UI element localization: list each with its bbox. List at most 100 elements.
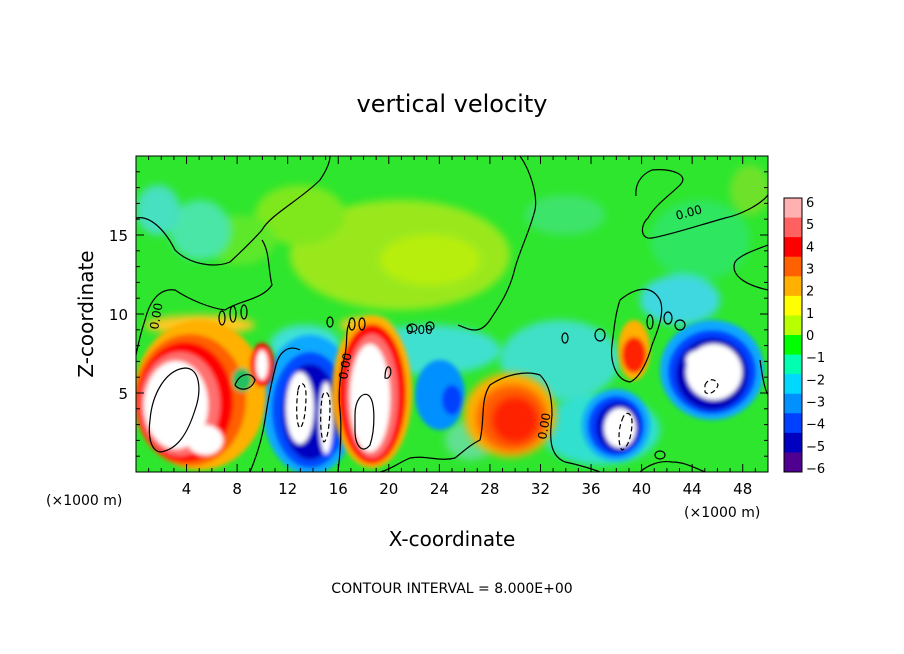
colorbar-tick-label: 5 [806,218,814,233]
negative-contour [296,383,307,429]
x-axis-label: X-coordinate [389,527,516,551]
colorbar-swatch [784,237,802,258]
contour-blob [358,317,366,331]
x-tick-label: 48 [733,480,752,498]
colorbar-swatch [784,198,802,219]
contour-blob [646,314,654,330]
field-patch [525,195,605,235]
field-patch [380,235,480,285]
field-patch [650,200,750,280]
x-tick-label: 44 [683,480,702,498]
colorbar-tick-label: −6 [806,462,825,477]
colorbar-swatch [784,432,802,453]
colorbar-tick-label: 3 [806,263,814,278]
x-tick-label: 24 [430,480,449,498]
colorbar-swatch [784,217,802,238]
colorbar-swatch [784,374,802,395]
colorbar: 6 5 4 3 2 1 0 −1 −2 −3 −4 −5 −6 [783,196,825,477]
negative-contour [704,379,719,395]
colorbar-tick-label: 1 [806,307,814,322]
colorbar-swatch [784,256,802,277]
positive-contour [354,393,375,450]
colorbar-swatch [784,413,802,434]
positive-contour [148,367,200,453]
colorbar-tick-label: 2 [806,285,814,300]
colorbar-tick-label: −4 [806,418,825,433]
contour-label: 0.00 [406,323,433,337]
colorbar-tick-label: −5 [806,440,825,455]
field-patch [136,185,180,235]
contour-blob [348,317,356,331]
contour-label: 0.00 [336,352,354,381]
contour-blob [240,304,248,320]
contour-labels: 0.00 0.00 0.00 0.00 0.00 [147,202,703,440]
field-patch [286,372,314,444]
field-patch [686,350,714,370]
zero-contour [639,460,706,472]
zero-contour [379,372,601,472]
contour-blob [654,450,666,460]
contour-label: 0.00 [674,202,703,222]
colorbar-swatch [784,295,802,316]
colorbar-swatch [784,393,802,414]
x-tick-label: 16 [329,480,348,498]
contour-blob [326,316,334,328]
colorbar-tick-label: −2 [806,373,825,388]
contour-blob [594,328,606,342]
colorbar-tick-label: 6 [806,196,814,211]
field-patch [256,350,268,380]
y-axis-label: Z-coordinate [74,250,98,377]
field-patch [170,200,230,260]
field-patch [730,165,768,215]
contour-blob [218,310,226,326]
x-tick-label: 20 [379,480,398,498]
x-tick-label: 4 [182,480,192,498]
contour-label: 0.00 [147,302,165,331]
x-tick-label: 40 [632,480,651,498]
x-unit-left: (×1000 m) [46,493,122,509]
zero-contour [234,374,256,390]
zero-contour [457,156,537,331]
field-patch [187,425,223,455]
field-patch [622,337,646,373]
field-patch [491,396,539,444]
y-tick-label: 15 [109,227,128,245]
contour-blob [561,332,569,344]
field-patch [640,275,720,325]
field-patch [442,385,462,415]
contour-blob [425,321,435,331]
field-patch [255,185,345,245]
contour-lines [136,156,768,472]
x-tick-label: 8 [232,480,242,498]
colorbar-tick-label: 4 [806,240,814,255]
zero-contour [136,239,273,356]
zero-contour [337,321,351,472]
zero-contour [136,156,331,266]
x-tick-label: 12 [278,480,297,498]
positive-contour [384,366,392,379]
y-tick-label: 10 [109,306,128,324]
contour-blob [674,319,686,331]
colorbar-tick-label: 0 [806,329,814,344]
chart-title: vertical velocity [357,90,548,118]
field-patch [144,361,208,449]
colorbar-swatch [784,315,802,336]
field-patch [350,344,390,452]
x-unit-right: (×1000 m) [684,505,760,521]
zero-contour [635,169,768,239]
colorbar-tick-label: −1 [806,351,825,366]
colorbar-swatch [784,276,802,297]
negative-contour [320,391,331,443]
y-axis: 5 10 15 [109,171,768,457]
x-tick-label: 32 [531,480,550,498]
contour-label: 0.00 [535,412,553,441]
colorbar-swatch [784,354,802,375]
contour-blob [406,323,418,333]
x-tick-label: 28 [480,480,499,498]
contour-blob [229,305,237,323]
contour-blob [663,311,673,325]
heatmap-field [136,156,768,472]
colorbar-tick-label: −3 [806,396,825,411]
x-tick-label: 36 [581,480,600,498]
colorbar-frame [783,197,803,473]
